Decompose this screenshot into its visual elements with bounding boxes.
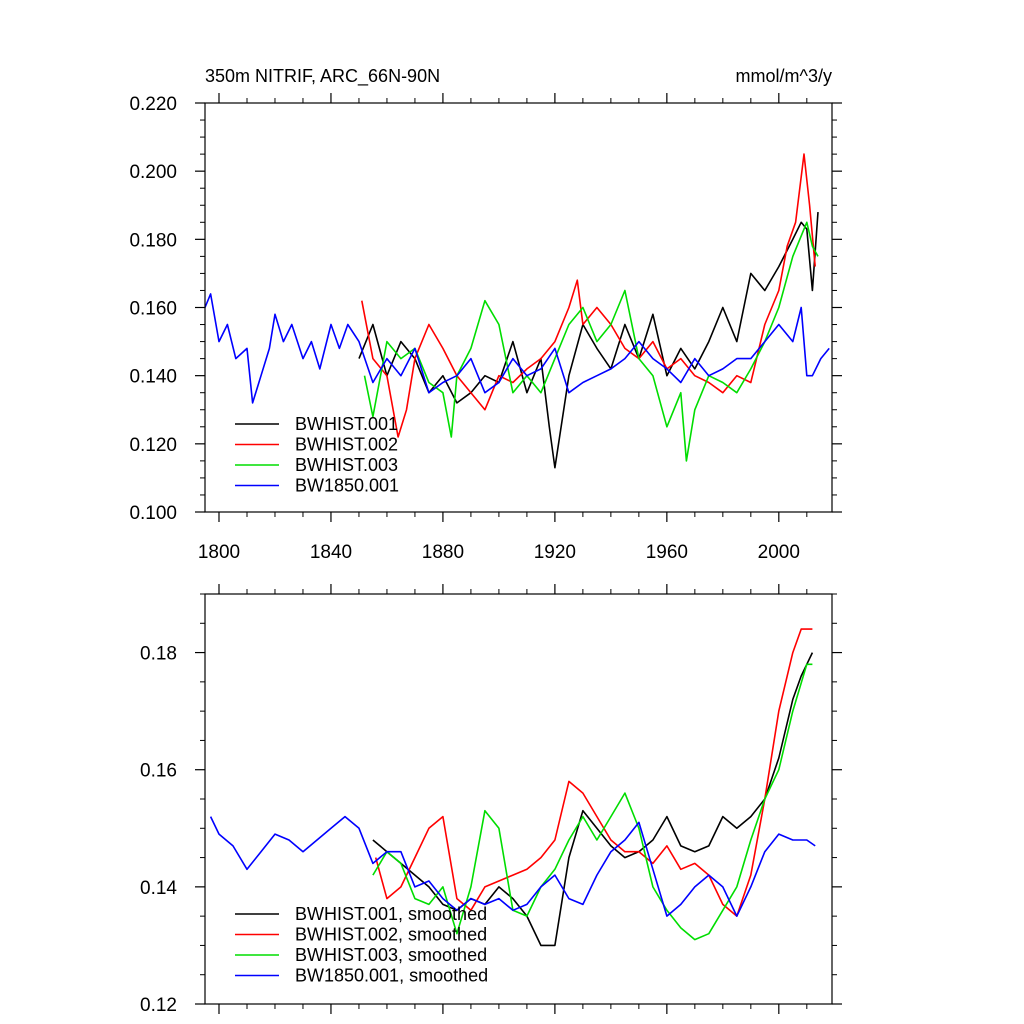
y-tick-label: 0.12: [140, 995, 177, 1016]
x-tick-label: 1800: [198, 542, 240, 563]
bottom-chart: 0.120.140.160.18 BWHIST.001, smoothedBWH…: [140, 584, 842, 1016]
series-line-4: [209, 815, 816, 917]
series-line-1: [372, 652, 814, 947]
bottom-chart-lines: [209, 628, 816, 947]
y-tick-label: 0.120: [129, 435, 177, 456]
y-tick-label: 0.160: [129, 299, 177, 320]
top-chart-title: 350m NITRIF, ARC_66N-90N: [205, 66, 440, 87]
legend-label: BWHIST.001: [295, 414, 398, 434]
legend-label: BWHIST.002, smoothed: [295, 925, 487, 945]
bottom-chart-ticks: 0.12 0.14 0.16 0.18: [140, 584, 842, 1016]
y-tick-label: 0.100: [129, 503, 177, 524]
x-tick-label: 1920: [534, 542, 576, 563]
legend-label: BWHIST.001, smoothed: [295, 904, 487, 924]
y-tick-label: 0.16: [140, 761, 177, 782]
y-tick-label: 0.140: [129, 367, 177, 388]
series-line-2: [374, 628, 813, 917]
legend-label: BWHIST.003: [295, 455, 398, 475]
y-tick-label: 0.180: [129, 230, 177, 251]
legend-label: BW1850.001, smoothed: [295, 966, 488, 986]
y-tick-label: 0.14: [140, 878, 177, 899]
y-tick-label: 0.18: [140, 644, 177, 665]
top-chart: 350m NITRIF, ARC_66N-90N mmol/m^3/y 1800…: [129, 66, 842, 563]
series-line-3: [363, 221, 819, 462]
top-chart-units: mmol/m^3/y: [736, 66, 832, 86]
top-chart-frame: [204, 102, 833, 513]
x-tick-label: 2000: [758, 542, 800, 563]
series-line-4: [204, 293, 830, 404]
y-tick-label: 0.220: [129, 94, 177, 115]
legend-label: BWHIST.002: [295, 435, 398, 455]
legend-label: BW1850.001: [295, 476, 399, 496]
x-tick-label: 1840: [310, 542, 352, 563]
series-line-2: [361, 153, 816, 438]
top-chart-ticks: 1800 1840 1880 1920 1960 2000 0.100 0.120 0.140 0…: [129, 93, 842, 563]
x-tick-label: 1960: [646, 542, 688, 563]
series-line-1: [358, 212, 819, 469]
bottom-chart-frame: [204, 593, 833, 1005]
y-tick-label: 0.200: [129, 162, 177, 183]
legend-label: BWHIST.003, smoothed: [295, 945, 487, 965]
top-chart-lines: [204, 153, 830, 469]
x-tick-label: 1880: [422, 542, 464, 563]
